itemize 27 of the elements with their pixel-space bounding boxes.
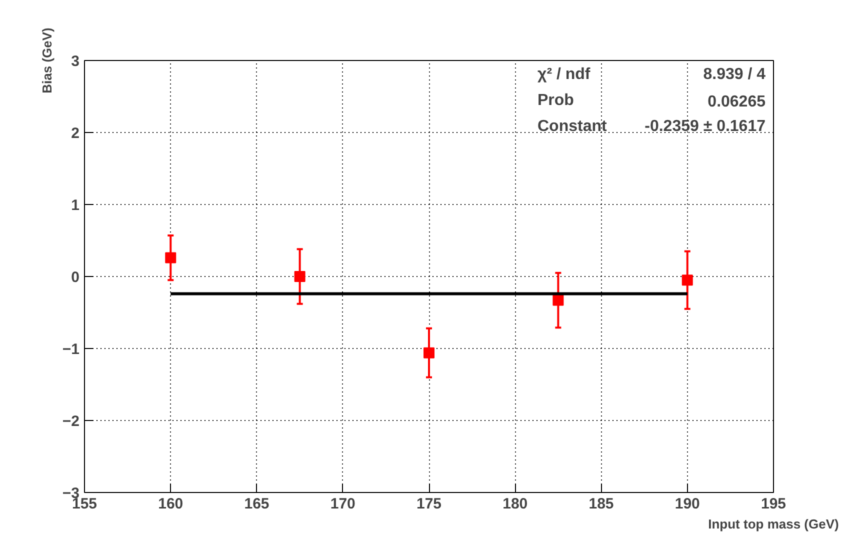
y-axis-title: Bias (GeV) xyxy=(39,28,54,94)
y-tick-label: 1 xyxy=(71,197,80,214)
point xyxy=(682,274,693,286)
y-tick-label: −1 xyxy=(62,341,80,358)
x-tick-label: 165 xyxy=(244,496,270,512)
x-tick-label: 160 xyxy=(158,496,184,512)
annotation: -0.2359 ± 0.1617 xyxy=(644,118,766,135)
y-tick-label: −2 xyxy=(62,413,80,430)
point xyxy=(165,252,176,264)
point xyxy=(424,347,434,358)
x-tick-label: 190 xyxy=(674,496,700,512)
x-tick-label: 180 xyxy=(502,496,528,512)
x-axis-title: Input top mass (GeV) xyxy=(708,516,839,532)
annotation: χ² / ndf xyxy=(538,66,591,83)
y-tick-label: 0 xyxy=(71,269,80,286)
annotation: 0.06265 xyxy=(708,94,766,110)
point xyxy=(552,294,564,306)
annotation: 8.939 / 4 xyxy=(703,66,766,83)
y-tick-label: 2 xyxy=(71,125,80,142)
x-tick-label: 195 xyxy=(760,496,786,512)
annotation: Prob xyxy=(538,92,574,109)
x-tick-label: 185 xyxy=(588,496,614,512)
point xyxy=(294,271,306,282)
x-tick-label: 175 xyxy=(416,496,442,512)
y-tick-label: 3 xyxy=(71,53,80,70)
x-tick-label: 170 xyxy=(330,496,356,512)
annotation: Constant xyxy=(538,118,608,135)
